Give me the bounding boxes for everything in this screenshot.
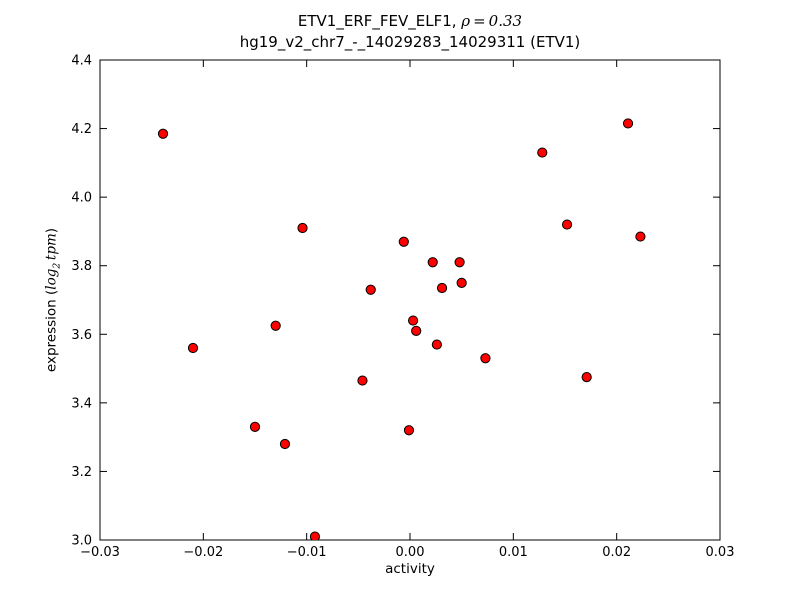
data-point xyxy=(561,219,573,230)
data-point xyxy=(297,222,308,234)
y-axis-label: expression (log2 tpm) xyxy=(44,228,63,372)
x-tick-label: 0.02 xyxy=(602,545,631,560)
x-tick-label: −0.01 xyxy=(287,545,327,560)
y-tick-label: 4.4 xyxy=(71,54,92,69)
data-point xyxy=(187,342,199,354)
rho-value: ρ = 0.33 xyxy=(461,12,523,30)
data-point xyxy=(270,320,281,331)
x-axis-label: activity xyxy=(385,561,435,577)
data-point xyxy=(309,531,321,540)
data-point xyxy=(357,375,368,386)
data-point xyxy=(436,282,448,294)
x-tick-label: 0.03 xyxy=(706,545,735,560)
data-point xyxy=(454,257,465,268)
axes-border xyxy=(99,59,721,541)
chart-title: ETV1_ERF_FEV_ELF1, ρ = 0.33 hg19_v2_chr7… xyxy=(100,11,720,53)
data-point xyxy=(537,147,548,158)
x-tick-label: 0.00 xyxy=(396,545,425,560)
data-point xyxy=(456,277,467,288)
y-axis-label-prefix: expression ( xyxy=(43,289,60,373)
chart-title-line1: ETV1_ERF_FEV_ELF1, ρ = 0.33 xyxy=(100,11,720,32)
data-point xyxy=(157,128,169,139)
x-tick-label: 0.01 xyxy=(499,545,528,560)
x-tick-label: −0.02 xyxy=(183,545,223,560)
data-point xyxy=(480,353,491,364)
y-axis-label-math: log2 tpm xyxy=(43,233,63,290)
data-point xyxy=(431,339,442,350)
x-tick-label: −0.03 xyxy=(80,545,120,560)
data-point xyxy=(408,315,419,326)
y-tick-label: 4.2 xyxy=(71,122,92,137)
y-tick-label: 3.2 xyxy=(71,465,92,480)
data-point xyxy=(249,421,261,432)
y-tick-label: 3.6 xyxy=(71,328,92,343)
y-tick-label: 3.4 xyxy=(71,396,92,411)
data-point xyxy=(622,118,634,129)
data-point xyxy=(403,425,415,436)
y-tick-label: 4.0 xyxy=(71,191,92,206)
y-tick-label: 3.8 xyxy=(71,259,92,274)
data-point xyxy=(635,231,646,242)
data-point xyxy=(279,438,291,450)
data-point xyxy=(365,284,376,295)
y-axis-label-suffix: ) xyxy=(43,227,60,234)
data-point xyxy=(427,257,438,268)
chart-title-line2: hg19_v2_chr7_-_14029283_14029311 (ETV1) xyxy=(239,33,581,51)
y-tick-label: 3.0 xyxy=(71,534,92,549)
data-point xyxy=(411,325,422,336)
scatter-series xyxy=(157,118,646,540)
data-point xyxy=(581,372,592,383)
title-gene-set: ETV1_ERF_FEV_ELF1, xyxy=(297,12,462,30)
data-point xyxy=(398,236,409,247)
